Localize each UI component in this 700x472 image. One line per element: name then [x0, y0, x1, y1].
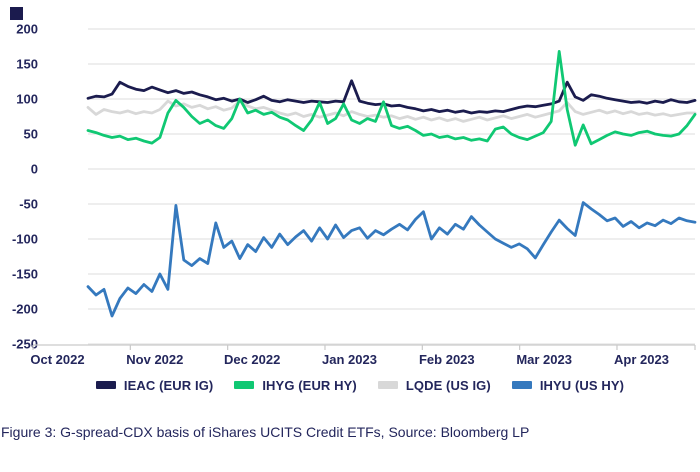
x-tick-label: Feb 2023: [419, 352, 475, 367]
y-tick-label: -200: [12, 302, 38, 317]
legend-swatch-lqde: [377, 381, 398, 389]
legend-label-ihyu: IHYU (US HY): [539, 377, 625, 393]
y-tick-label: 50: [24, 127, 38, 142]
series-line-ihyu: [86, 201, 697, 318]
y-tick-label: 200: [16, 22, 38, 37]
legend-label-lqde: LQDE (US IG): [405, 377, 491, 393]
y-tick-label: -50: [19, 197, 38, 212]
y-tick-label: 150: [16, 57, 38, 72]
series-line-ihyg: [86, 50, 697, 147]
brand-square: [10, 7, 23, 20]
figure-caption: Figure 3: G-spread-CDX basis of iShares …: [1, 424, 530, 440]
legend-label-ieac: IEAC (EUR IG): [123, 377, 214, 393]
x-tick-label: Nov 2022: [126, 352, 183, 367]
legend-item-ihyu: IHYU (US HY): [511, 377, 625, 393]
x-tick-label: Apr 2023: [614, 352, 669, 367]
x-tick-label: Dec 2022: [224, 352, 280, 367]
x-tick-label: Mar 2023: [516, 352, 572, 367]
series-line-lqde: [86, 99, 697, 123]
legend-item-ihyg: IHYG (EUR HY): [234, 377, 357, 393]
x-tick-label: Oct 2022: [30, 352, 84, 367]
y-tick-label: 100: [16, 92, 38, 107]
legend-swatch-ihyg: [234, 381, 255, 389]
y-tick-label: -150: [12, 267, 38, 282]
legend-item-lqde: LQDE (US IG): [377, 377, 491, 393]
chart-legend: IEAC (EUR IG) IHYG (EUR HY) LQDE (US IG)…: [20, 377, 700, 393]
legend-label-ihyg: IHYG (EUR HY): [262, 377, 357, 393]
series-line-ieac: [86, 79, 697, 115]
legend-item-ieac: IEAC (EUR IG): [95, 377, 214, 393]
y-tick-label: -250: [12, 337, 38, 352]
y-tick-label: -100: [12, 232, 38, 247]
legend-swatch-ihyu: [511, 381, 532, 389]
y-tick-label: 0: [31, 162, 38, 177]
legend-swatch-ieac: [95, 381, 116, 389]
x-tick-label: Jan 2023: [322, 352, 377, 367]
